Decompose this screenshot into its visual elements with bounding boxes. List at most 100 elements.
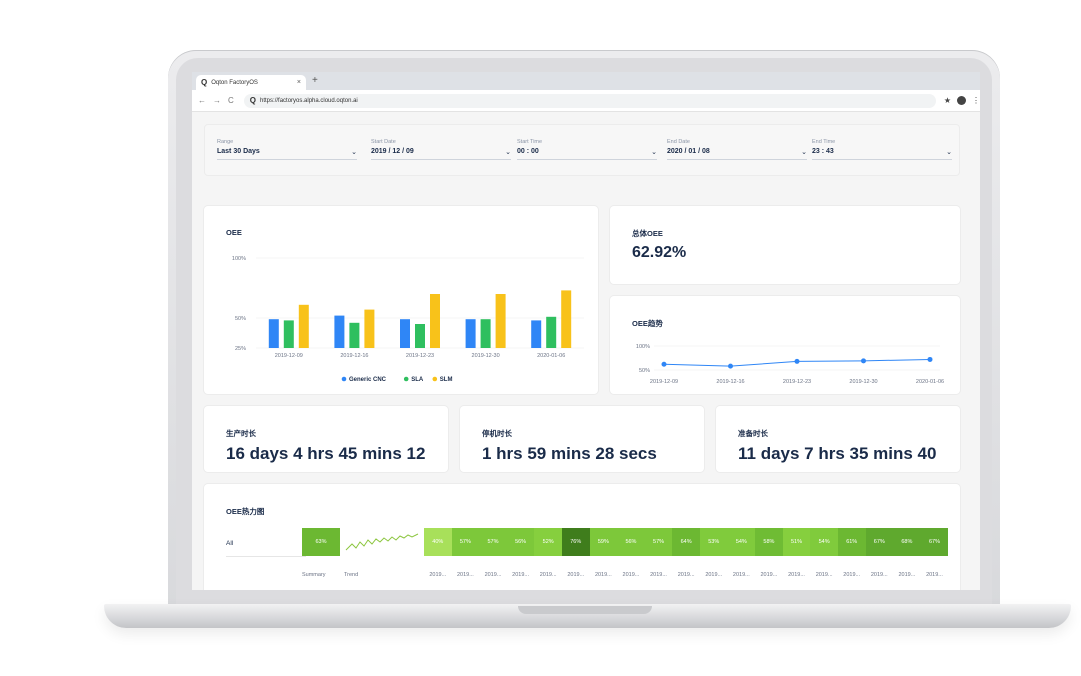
oqton-logo-icon: Q [201,78,208,87]
new-tab-button[interactable]: + [312,75,318,86]
x-tick-label: 2019-12-30 [472,353,500,359]
heatmap-trend-sparkline [345,533,419,551]
bar-slm[interactable] [561,290,572,348]
heatmap-cell[interactable]: 57% [451,528,480,556]
trend-point[interactable] [794,358,800,364]
heatmap-date-label: 2019... [650,572,667,578]
bar-sla[interactable] [546,316,557,348]
heatmap-cell[interactable]: 57% [644,528,673,556]
heatmap-date-label: 2019... [677,572,695,578]
y-tick-label: 50% [639,368,650,374]
heatmap-date-label: 2019... [898,572,916,578]
start-date-field[interactable]: Start Date 2019 / 12 / 09 ⌄ [371,139,511,160]
filter-bar: Range Last 30 Days ⌄ Start Date 2019 / 12… [204,124,960,176]
trend-point[interactable] [861,358,866,364]
oee-chart-card: OEE 100% 50% 25% 2019-12-09 2019-12-16 2019-1… [204,206,598,394]
heatmap-date-label: 2019... [926,572,943,578]
end-date-field[interactable]: End Date 2020 / 01 / 08 ⌄ [667,139,807,160]
heatmap-date-label: 2019... [539,572,557,578]
oee-trend-title: OEE趋势 [632,319,663,328]
chevron-down-icon: ⌄ [946,149,952,156]
x-tick-label: 2019-12-30 [849,379,877,385]
url-field[interactable]: Q https://factoryos.alpha.cloud.oqton.ai [243,93,936,108]
start-time-value: 00 : 00 [517,148,539,155]
overall-oee-title: 总体OEE [632,229,663,238]
heatmap-cell[interactable]: 56% [506,528,535,556]
heatmap-date-label: 2019... [788,572,805,578]
range-select[interactable]: Range Last 30 Days ⌄ [217,139,357,160]
downtime-title: 停机时长 [482,429,512,438]
x-tick-label: 2019-12-09 [275,353,303,359]
setup-time-card: 准备时长 11 days 7 hrs 35 mins 40 [716,406,960,472]
heatmap-cell[interactable]: 67% [865,528,894,556]
heatmap-cell[interactable]: 57% [479,528,507,556]
trend-point[interactable] [661,361,667,367]
y-tick-label: 100% [636,344,650,350]
bar-sla[interactable] [415,324,425,348]
heatmap-date-label: 2019... [622,572,640,578]
bar-generic-cnc[interactable] [268,319,279,348]
bar-slm[interactable] [495,294,506,348]
heatmap-cells: 40% 57% 57% 56% 52% 76% 59% 56% 57% 64% 53% 54% 58% 5… [424,528,949,556]
chevron-down-icon: ⌄ [651,149,657,156]
heatmap-cell[interactable]: 59% [589,528,618,556]
legend-label: SLM [440,377,453,383]
setup-time-title: 准备时长 [738,429,768,438]
tab-bar: Q Oqton FactoryOS × + [192,72,980,90]
heatmap-cell[interactable]: 76% [561,528,590,556]
heatmap-cell[interactable]: 54% [727,528,756,556]
heatmap-cell[interactable]: 40% [424,528,452,556]
heatmap-cell[interactable]: 56% [617,528,645,556]
oee-bar-chart: 100% 50% 25% 2019-12-09 2019-12-16 2019-12-23… [232,256,584,383]
bookmark-star-icon[interactable]: ★ [943,96,951,105]
profile-avatar-icon[interactable] [957,96,966,105]
heatmap-cell[interactable]: 68% [893,528,921,556]
start-time-field[interactable]: Start Time 00 : 00 ⌄ [517,139,657,160]
bar-sla[interactable] [283,320,294,348]
heatmap-date-label: 2019... [732,572,750,578]
trend-point[interactable] [927,356,933,362]
summary-column-header: Summary [302,572,326,578]
bar-generic-cnc[interactable] [400,319,410,348]
heatmap-date-label: 2019... [760,572,778,578]
forward-arrow-icon[interactable]: → [213,96,221,105]
bar-generic-cnc[interactable] [531,320,542,348]
heatmap-cell[interactable]: 64% [672,528,700,556]
browser-tab[interactable]: Q Oqton FactoryOS × [196,75,306,90]
heatmap-date-label: 2019... [456,572,474,578]
heatmap-cell[interactable]: 54% [810,528,838,556]
setup-time-value: 11 days 7 hrs 35 mins 40 [738,444,937,463]
heatmap-cell[interactable]: 58% [755,528,783,556]
bar-generic-cnc[interactable] [334,315,345,348]
bar-slm[interactable] [430,294,440,348]
x-tick-label: 2019-12-23 [783,379,811,385]
site-logo-icon: Q [249,96,257,105]
browser-menu-icon[interactable]: ⋮ [972,96,980,105]
trend-column-header: Trend [344,572,359,578]
chevron-down-icon: ⌄ [351,149,357,156]
bar-sla[interactable] [480,319,491,348]
heatmap-cell[interactable]: 51% [782,528,811,556]
laptop-notch [518,606,652,614]
heatmap-date-label: 2019... [429,572,447,578]
back-arrow-icon[interactable]: ← [198,96,206,105]
bar-sla[interactable] [349,322,360,348]
bar-slm[interactable] [364,309,375,348]
heatmap-cell[interactable]: 53% [699,528,728,556]
bar-generic-cnc[interactable] [465,319,476,348]
heatmap-cell[interactable]: 67% [920,528,949,556]
end-time-field[interactable]: End Time 23 : 43 ⌄ [812,139,952,160]
heatmap-date-label: 2019... [870,572,888,578]
bar-slm[interactable] [298,304,309,348]
trend-point[interactable] [728,363,733,369]
heatmap-summary-cell[interactable]: 63% [302,528,340,556]
legend-swatch [432,376,438,382]
reload-icon[interactable]: C [228,96,234,105]
end-time-label: End Time [812,139,836,145]
y-tick-label: 25% [235,346,246,352]
heatmap-cell[interactable]: 52% [534,528,562,556]
close-tab-icon[interactable]: × [296,79,301,86]
chevron-down-icon: ⌄ [505,149,511,156]
heatmap-cell[interactable]: 61% [837,528,866,556]
